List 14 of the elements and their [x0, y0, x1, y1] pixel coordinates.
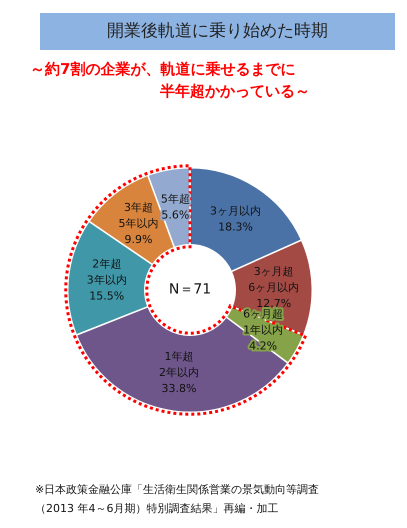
- data-label: 18.3%: [218, 220, 254, 234]
- chart-title: 開業後軌道に乗り始めた時期: [40, 13, 395, 50]
- slice-label: 3年超 5年以内: [118, 200, 158, 230]
- slice-label: 3ヶ月以内: [210, 204, 262, 218]
- data-label: 33.8%: [162, 382, 196, 395]
- data-label: 9.9%: [124, 232, 152, 246]
- slice-label: 3ヶ月超 6ヶ月以内: [248, 265, 300, 294]
- chart-subtitle: ～約7割の企業が、軌道に乗せるまでに半年超かかっている～: [30, 59, 310, 102]
- text: N＝71: [168, 282, 212, 298]
- slice-label: 1年超 2年以内: [158, 350, 199, 379]
- slice-label: 5年超: [160, 192, 190, 206]
- slice-label: 2年超 3年以内: [86, 258, 127, 287]
- data-label: 15.5%: [89, 290, 124, 303]
- text: ※日本政策金融公庫「生活衛生関係営業の景気動向等調査（2013 年4～6月期）特別調査結果」再編・加工: [35, 482, 320, 517]
